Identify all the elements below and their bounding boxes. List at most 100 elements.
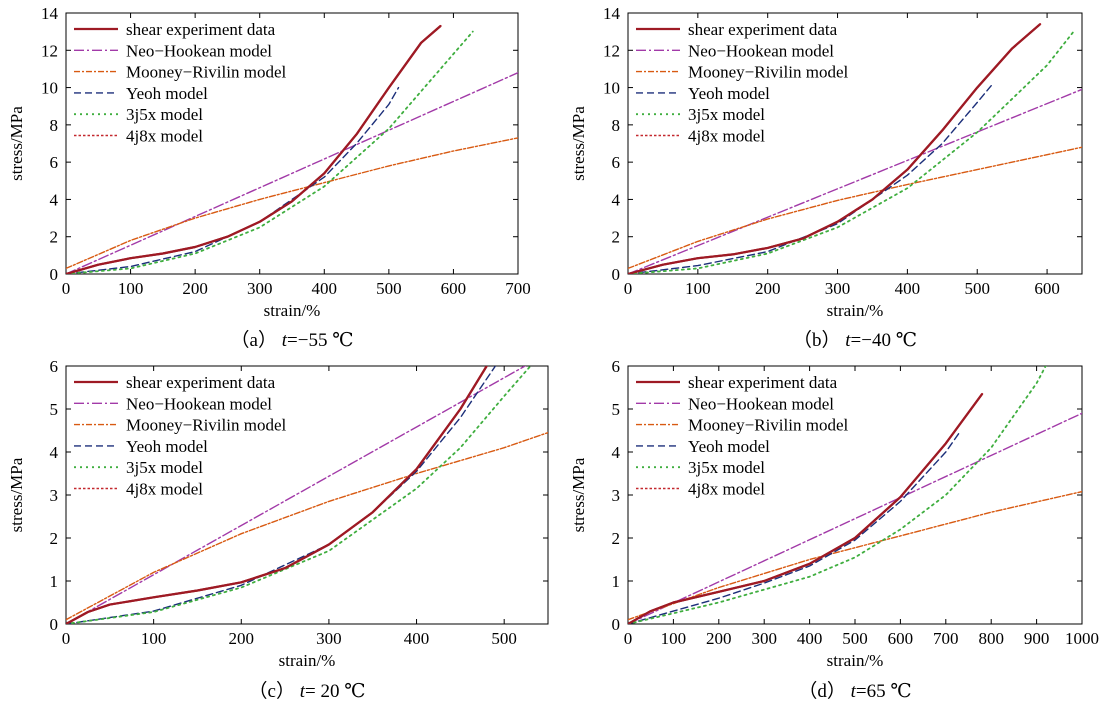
legend-label-5: 4j8x model: [688, 127, 765, 146]
x-tick-label: 300: [316, 629, 342, 648]
x-tick-label: 0: [624, 629, 633, 648]
caption-label: （d）: [798, 680, 850, 702]
y-tick-label: 0: [612, 615, 621, 634]
x-tick-label: 300: [825, 279, 851, 298]
x-tick-label: 500: [842, 629, 868, 648]
series-line-2: [66, 137, 518, 270]
series-line-experiment-top: [66, 366, 488, 624]
series-line-experiment-top: [66, 25, 442, 274]
legend-label-2: Mooney−Rivilin model: [688, 63, 848, 82]
x-tick-label: 100: [685, 279, 711, 298]
legend-label-3: Yeoh model: [126, 84, 208, 103]
y-tick-label: 6: [50, 153, 59, 172]
plot-frame: [65, 12, 519, 275]
y-tick-label: 6: [50, 357, 59, 376]
y-tick-label: 8: [50, 116, 59, 135]
series-line-3: [66, 86, 400, 274]
caption-label: （a）: [231, 329, 282, 351]
series-line-1: [628, 412, 1082, 624]
x-axis-title: strain/%: [279, 651, 336, 670]
series-line-1: [66, 366, 527, 624]
x-tick-label: 500: [491, 629, 517, 648]
x-tick-label: 200: [229, 629, 255, 648]
caption-value: =−40 ℃: [851, 330, 917, 351]
legend-label-1: Neo−Hookean model: [688, 394, 834, 413]
x-tick-label: 800: [978, 629, 1004, 648]
series-line-4: [628, 28, 1076, 274]
caption-variable: t: [300, 681, 306, 702]
legend-label-0: shear experiment data: [126, 20, 276, 39]
caption-label: （c）: [249, 680, 300, 702]
x-tick-label: 400: [312, 279, 338, 298]
y-tick-label: 2: [612, 228, 621, 247]
panel-caption: （b） t=−40 ℃: [793, 329, 917, 351]
x-tick-label: 300: [247, 279, 273, 298]
x-tick-label: 600: [888, 629, 914, 648]
x-axis-title: strain/%: [827, 651, 884, 670]
legend-label-3: Yeoh model: [688, 437, 770, 456]
y-tick-label: 12: [603, 41, 620, 60]
x-tick-label: 700: [505, 279, 531, 298]
y-axis-title: stress/MPa: [7, 457, 26, 532]
legend: shear experiment data Neo−Hookean model Mo…: [74, 20, 286, 146]
x-tick-label: 200: [182, 279, 208, 298]
x-tick-label: 0: [62, 629, 71, 648]
caption-variable: t: [845, 330, 851, 351]
y-tick-label: 2: [612, 529, 621, 548]
x-tick-label: 600: [1034, 279, 1060, 298]
y-tick-label: 3: [50, 486, 59, 505]
series-line-1: [628, 88, 1082, 274]
legend-label-4: 3j5x model: [126, 458, 203, 477]
chart-panel-3: 0 100 200 300 400 500 600 700 800 900 10000123456s…: [569, 357, 1099, 702]
chart-panel-1: 0 100 200 300 400 500 600 0 2 4 6 8 10 12 14 strain/% st…: [569, 4, 1083, 351]
series-line-4: [66, 366, 532, 624]
x-tick-label: 1000: [1065, 629, 1099, 648]
series-line-4: [628, 366, 1047, 624]
series-line-2: [628, 490, 1082, 621]
legend-label-4: 3j5x model: [126, 105, 203, 124]
y-tick-label: 0: [50, 615, 59, 634]
caption-variable: t: [282, 330, 288, 351]
y-tick-label: 2: [50, 228, 59, 247]
y-axis-title: stress/MPa: [569, 457, 588, 532]
legend-label-1: Neo−Hookean model: [126, 394, 272, 413]
legend-label-2: Mooney−Rivilin model: [126, 63, 286, 82]
legend-label-5: 4j8x model: [688, 480, 765, 499]
chart-panel-2: 0 100 200 300 400 500 0 1 2 3 4 5 6 strain/% stress/MP…: [7, 357, 549, 702]
caption-value: = 20 ℃: [305, 681, 365, 702]
y-tick-label: 4: [50, 443, 59, 462]
y-tick-label: 3: [612, 486, 621, 505]
x-tick-label: 500: [964, 279, 990, 298]
x-tick-label: 400: [404, 629, 430, 648]
x-tick-label: 100: [141, 629, 167, 648]
y-tick-label: 5: [612, 400, 621, 419]
legend-label-2: Mooney−Rivilin model: [126, 416, 286, 435]
y-tick-label: 8: [612, 116, 621, 135]
y-tick-label: 10: [41, 79, 58, 98]
x-tick-label: 200: [755, 279, 781, 298]
panel-caption: （c） t= 20 ℃: [249, 680, 366, 702]
chart-panel-0: 0 100 200 300 400 500 600 700 0 2 4 6 8 10 12 14 strain/…: [7, 4, 531, 351]
y-tick-label: 10: [603, 79, 620, 98]
panel-caption: （d） t=65 ℃: [798, 680, 911, 702]
x-tick-label: 900: [1024, 629, 1050, 648]
x-tick-label: 100: [118, 279, 144, 298]
x-tick-label: 200: [706, 629, 732, 648]
series-line-1: [66, 72, 518, 274]
plot-frame: [627, 12, 1083, 275]
x-tick-label: 500: [376, 279, 402, 298]
y-tick-label: 5: [50, 400, 59, 419]
legend-label-3: Yeoh model: [126, 437, 208, 456]
x-axis-title: strain/%: [827, 301, 884, 320]
legend-label-0: shear experiment data: [688, 20, 838, 39]
legend: shear experiment data Neo−Hookean model Mo…: [636, 20, 848, 146]
x-tick-label: 300: [751, 629, 777, 648]
legend-label-3: Yeoh model: [688, 84, 770, 103]
x-tick-label: 400: [797, 629, 823, 648]
series-line-2: [66, 431, 548, 621]
series-line-3: [628, 85, 992, 274]
x-tick-label: 400: [895, 279, 921, 298]
y-tick-label: 0: [50, 265, 59, 284]
legend-label-1: Neo−Hookean model: [688, 41, 834, 60]
